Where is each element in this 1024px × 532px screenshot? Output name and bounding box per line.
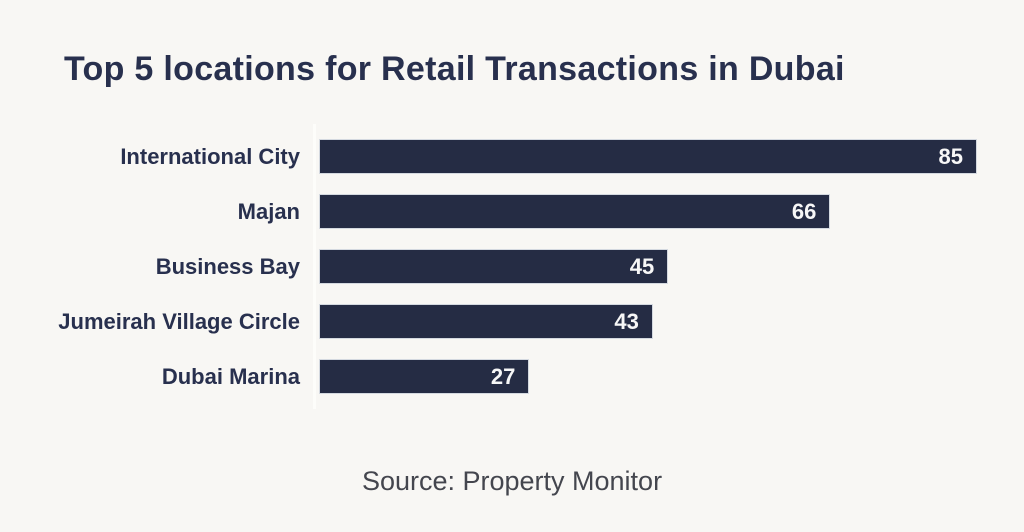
chart-title: Top 5 locations for Retail Transactions … [64,49,845,88]
category-label: Business Bay [155,253,300,279]
source-caption: Source: Property Monitor [361,466,663,496]
category-label: International City [120,143,300,169]
bar: 85 [320,140,976,173]
category-label: Dubai Marina [161,363,300,389]
bar-track: 27 [320,360,976,393]
bar-track: 66 [320,195,976,228]
bar-value-label: 43 [614,308,639,334]
bar-track: 85 [320,140,976,173]
bar-value-label: 27 [490,363,516,389]
bar-value-label: 66 [791,198,817,224]
bar-row: Jumeirah Village Circle 43 [0,294,1024,349]
bar-value-label: 45 [629,253,655,279]
bar: 45 [320,250,668,283]
bar-chart: International City 85 Majan 66 Business … [0,124,1024,409]
bar: 27 [320,360,529,393]
bar-row: Majan 66 [0,184,1024,239]
bar: 66 [320,195,830,228]
bar-track: 45 [320,250,976,283]
bar: 43 [320,305,652,338]
bar-row: International City 85 [0,129,1024,184]
category-label: Jumeirah Village Circle [58,308,300,334]
category-label: Majan [237,198,300,224]
bar-row: Dubai Marina 27 [0,349,1024,404]
chart-rows: International City 85 Majan 66 Business … [0,129,1024,404]
bar-value-label: 85 [938,143,963,169]
bar-row: Business Bay 45 [0,239,1024,294]
y-axis-line [313,124,316,409]
bar-track: 43 [320,305,976,338]
